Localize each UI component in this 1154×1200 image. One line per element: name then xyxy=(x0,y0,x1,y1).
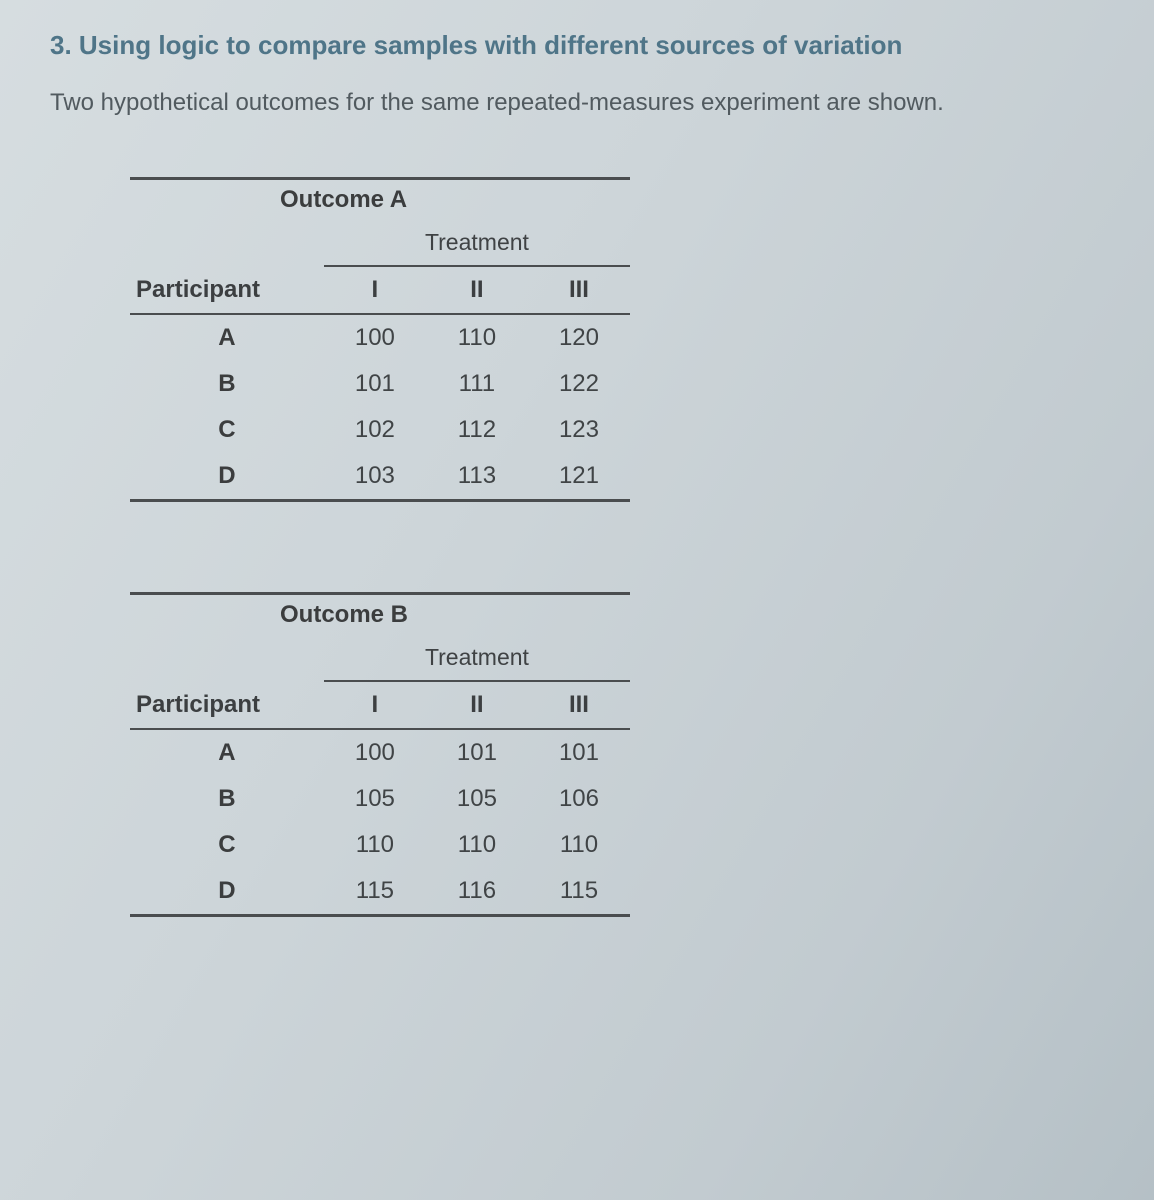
col-header: I xyxy=(324,681,426,729)
cell-value: 100 xyxy=(324,729,426,776)
table-row: C 102 112 123 xyxy=(130,407,630,453)
outcome-a-bottom-rule xyxy=(130,501,630,503)
table-row: D 103 113 121 xyxy=(130,453,630,501)
participant-header: Participant xyxy=(130,266,324,314)
cell-value: 110 xyxy=(426,822,528,868)
col-header: II xyxy=(426,266,528,314)
cell-value: 120 xyxy=(528,314,630,361)
participant-label: A xyxy=(130,729,324,776)
cell-value: 105 xyxy=(426,776,528,822)
outcome-a-title: Outcome A xyxy=(130,186,630,214)
outcome-b-top-rule xyxy=(130,592,630,595)
cell-value: 116 xyxy=(426,868,528,916)
cell-value: 115 xyxy=(324,868,426,916)
col-header: III xyxy=(528,266,630,314)
cell-value: 113 xyxy=(426,453,528,501)
treatment-label: Treatment xyxy=(324,220,630,266)
outcome-b-bottom-rule xyxy=(130,916,630,918)
outcome-b-table: Treatment Participant I II III A 100 101… xyxy=(130,635,630,917)
cell-value: 101 xyxy=(324,361,426,407)
cell-value: 102 xyxy=(324,407,426,453)
participant-label: B xyxy=(130,361,324,407)
table-row: Treatment xyxy=(130,220,630,266)
col-header: I xyxy=(324,266,426,314)
table-row: A 100 101 101 xyxy=(130,729,630,776)
cell-value: 115 xyxy=(528,868,630,916)
participant-label: D xyxy=(130,453,324,501)
cell-value: 105 xyxy=(324,776,426,822)
treatment-label: Treatment xyxy=(324,635,630,681)
cell-value: 101 xyxy=(426,729,528,776)
table-row: B 105 105 106 xyxy=(130,776,630,822)
participant-header: Participant xyxy=(130,681,324,729)
col-header: II xyxy=(426,681,528,729)
cell-value: 110 xyxy=(324,822,426,868)
table-row: Participant I II III xyxy=(130,681,630,729)
cell-value: 100 xyxy=(324,314,426,361)
cell-value: 122 xyxy=(528,361,630,407)
outcome-b-block: Outcome B Treatment Participant I II III… xyxy=(130,592,630,917)
tables-container: Outcome A Treatment Participant I II III… xyxy=(50,177,1114,917)
cell-value: 112 xyxy=(426,407,528,453)
participant-label: B xyxy=(130,776,324,822)
outcome-a-table: Treatment Participant I II III A 100 110… xyxy=(130,220,630,502)
participant-label: C xyxy=(130,407,324,453)
cell-value: 121 xyxy=(528,453,630,501)
question-subtext: Two hypothetical outcomes for the same r… xyxy=(50,89,1114,117)
table-row: B 101 111 122 xyxy=(130,361,630,407)
col-header: III xyxy=(528,681,630,729)
table-row: Treatment xyxy=(130,635,630,681)
participant-label: C xyxy=(130,822,324,868)
cell-value: 123 xyxy=(528,407,630,453)
question-heading: 3. Using logic to compare samples with d… xyxy=(50,30,1114,61)
participant-label: A xyxy=(130,314,324,361)
table-row: C 110 110 110 xyxy=(130,822,630,868)
outcome-b-title: Outcome B xyxy=(130,601,630,629)
participant-label: D xyxy=(130,868,324,916)
outcome-a-top-rule xyxy=(130,177,630,180)
cell-value: 110 xyxy=(528,822,630,868)
cell-value: 101 xyxy=(528,729,630,776)
cell-value: 106 xyxy=(528,776,630,822)
table-row: D 115 116 115 xyxy=(130,868,630,916)
table-row: A 100 110 120 xyxy=(130,314,630,361)
cell-value: 103 xyxy=(324,453,426,501)
table-row: Participant I II III xyxy=(130,266,630,314)
cell-value: 110 xyxy=(426,314,528,361)
outcome-a-block: Outcome A Treatment Participant I II III… xyxy=(130,177,630,502)
cell-value: 111 xyxy=(426,361,528,407)
